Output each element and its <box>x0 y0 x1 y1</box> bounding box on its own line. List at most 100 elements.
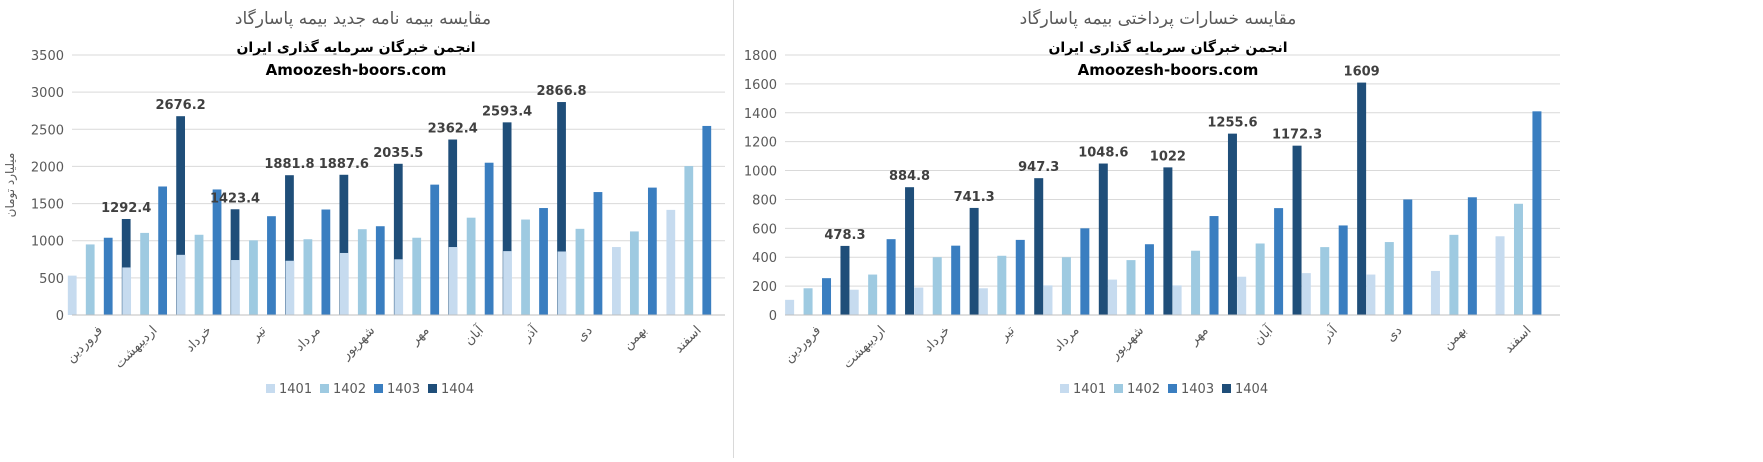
bar-1401-10 <box>557 251 567 315</box>
bar-1403-4 <box>1015 239 1025 315</box>
bar-1401-1 <box>67 275 77 315</box>
paid-claims-chart-panel: مقایسه خسارات پرداختی بیمه پاسارگاد 0 200 4… <box>735 0 1763 458</box>
legend-swatch-1402 <box>320 384 329 393</box>
legend-swatch-1401 <box>266 384 275 393</box>
legend-swatch-1401 <box>1060 384 1069 393</box>
data-label: 1048.6 <box>1078 146 1128 161</box>
x-tick-label: اردیبهشت <box>840 323 888 371</box>
bar-1402-12 <box>684 166 694 315</box>
bar-1404-3 <box>969 207 979 315</box>
bar-1401-2 <box>849 289 859 315</box>
x-tick-label: فروردین <box>782 323 825 366</box>
bar-1401-4 <box>231 260 240 315</box>
bar-1401-10 <box>1366 274 1376 315</box>
data-label: 1172.3 <box>1272 128 1322 143</box>
legend-label-1403: 1403 <box>1181 382 1214 397</box>
y-tick-label: 1500 <box>31 198 64 213</box>
bar-1403-9 <box>539 208 548 315</box>
bar-1403-3 <box>951 245 961 315</box>
bar-1404-6 <box>393 163 403 315</box>
data-label: 1423.4 <box>210 191 260 206</box>
y-tick-label: 800 <box>752 193 777 208</box>
data-label: 1022 <box>1150 149 1186 164</box>
bar-1402-11 <box>1449 234 1459 315</box>
bar-1401-2 <box>122 267 132 315</box>
bar-1401-8 <box>448 247 458 315</box>
bar-1404-7 <box>448 139 458 315</box>
bar-1401-12 <box>1495 236 1505 315</box>
bar-1403-5 <box>321 209 331 315</box>
x-tick-label: دی <box>574 323 596 345</box>
legend-label-1401: 1401 <box>1073 382 1106 397</box>
x-tick-label: تیر <box>996 323 1018 345</box>
x-tick-label: مرداد <box>292 323 323 354</box>
bar-1402-4 <box>249 240 258 315</box>
bar-1403-7 <box>1209 216 1219 315</box>
bar-1402-7 <box>412 237 422 315</box>
y-tick-label: 500 <box>39 272 64 287</box>
y-tick-label: 2500 <box>31 123 64 138</box>
legend-swatch-1403 <box>374 384 383 393</box>
legend-label-1402: 1402 <box>333 382 366 397</box>
bar-1402-5 <box>303 239 313 315</box>
y-tick-label: 200 <box>752 280 777 295</box>
bar-1403-9 <box>1338 225 1348 315</box>
x-tick-label: شهریور <box>338 323 378 363</box>
bar-1401-4 <box>978 288 988 315</box>
bar-1404-5 <box>339 174 349 315</box>
legend-swatch-1403 <box>1168 384 1177 393</box>
bar-1402-3 <box>932 257 942 315</box>
x-tick-label: اسفند <box>672 323 705 356</box>
bar-1401-9 <box>503 251 512 315</box>
bar-1402-8 <box>466 217 476 315</box>
bar-1403-12 <box>1532 111 1542 315</box>
new-policies-chart-panel: مقایسه بیمه نامه جدید بیمه پاسارگاد 0 500 1… <box>0 0 732 458</box>
bar-1402-8 <box>1255 243 1265 315</box>
bar-1402-6 <box>1126 260 1136 315</box>
bar-1402-1 <box>803 288 813 315</box>
bar-1403-6 <box>375 226 385 315</box>
data-label: 1255.6 <box>1207 116 1257 131</box>
bar-1402-11 <box>629 231 639 315</box>
bar-1401-5 <box>1043 285 1053 315</box>
data-label: 2362.4 <box>428 122 478 137</box>
data-label: 2866.8 <box>536 84 586 99</box>
bar-1401-8 <box>1237 276 1247 315</box>
bar-1404-7 <box>1227 133 1237 315</box>
chart-title: مقایسه بیمه نامه جدید بیمه پاسارگاد <box>235 8 491 29</box>
bar-1404-9 <box>557 102 566 315</box>
paid-claims-chart: مقایسه خسارات پرداختی بیمه پاسارگاد 0 200 4… <box>744 8 1560 397</box>
bar-1403-11 <box>1467 197 1477 315</box>
bar-1403-2 <box>158 186 168 315</box>
data-label: 741.3 <box>954 190 995 205</box>
watermark-line2: Amoozesh-boors.com <box>1078 61 1259 79</box>
bar-1401-11 <box>1430 270 1440 315</box>
x-tick-label: اردیبهشت <box>112 323 160 371</box>
bar-1403-3 <box>212 189 222 315</box>
legend-label-1404: 1404 <box>1235 382 1268 397</box>
legend-swatch-1402 <box>1114 384 1123 393</box>
bar-1404-9 <box>1357 82 1367 315</box>
data-label: 1887.6 <box>319 157 369 172</box>
x-tick-label: مرداد <box>1051 323 1082 354</box>
bar-1403-12 <box>702 125 712 315</box>
bar-1401-6 <box>1108 279 1118 315</box>
legend-label-1404: 1404 <box>441 382 474 397</box>
data-label: 2593.4 <box>482 104 532 119</box>
y-tick-label: 1800 <box>744 49 777 64</box>
bar-1402-6 <box>357 229 367 315</box>
y-tick-label: 1000 <box>31 235 64 250</box>
bar-1404-1 <box>840 245 850 315</box>
x-tick-label: خرداد <box>183 323 215 355</box>
bar-1403-4 <box>267 216 276 315</box>
bar-1402-2 <box>868 274 878 315</box>
data-label: 947.3 <box>1018 160 1059 175</box>
y-axis-label: میلیارد تومان <box>3 153 18 218</box>
bar-1401-7 <box>394 259 404 315</box>
bar-1402-3 <box>194 234 204 315</box>
bar-1404-4 <box>285 175 294 315</box>
x-tick-label: اسفند <box>1501 323 1534 356</box>
new-policies-chart: مقایسه بیمه نامه جدید بیمه پاسارگاد 0 500 1… <box>3 8 725 397</box>
y-tick-label: 0 <box>769 309 777 324</box>
